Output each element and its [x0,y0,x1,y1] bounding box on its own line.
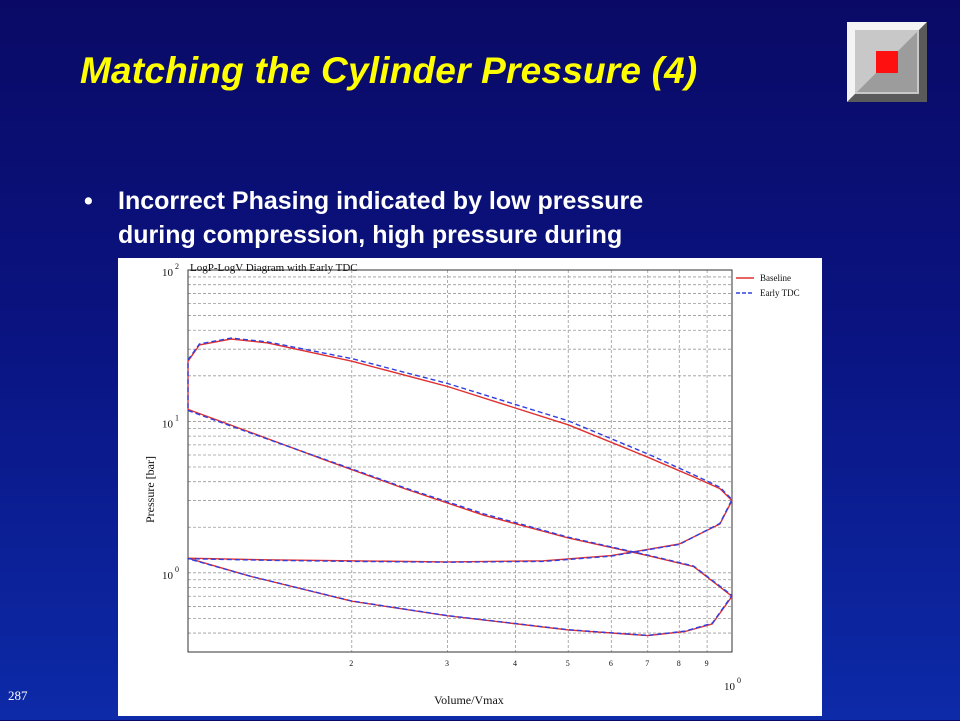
x-tick-label: 10 [724,681,736,693]
x-tick-label: 6 [609,659,613,668]
legend-label: Baseline [760,273,791,283]
bullet-line: during compression, high pressure during [118,221,623,249]
slide-title: Matching the Cylinder Pressure (4) [80,50,698,91]
x-axis-label: Volume/Vmax [434,693,504,707]
bullet-marker: • [84,187,93,215]
x-tick-labels: 2 3 4 5 6 7 8 9 100 [349,659,741,693]
x-tick-label: 7 [645,659,649,668]
x-tick-label: 3 [445,659,449,668]
x-tick-label: 5 [566,659,570,668]
chart-title: LogP-LogV Diagram with Early TDC [190,262,358,274]
x-tick-label: 9 [705,659,709,668]
bullet-line: Incorrect Phasing indicated by low press… [118,187,644,215]
red-square-logo-icon [847,22,927,102]
chart-series [187,337,733,637]
bullet-text: Incorrect Phasing indicated by low press… [118,184,808,252]
x-tick-label: 4 [513,659,517,668]
series-line-baseline [187,338,733,637]
slide-number: 287 [8,688,28,703]
y-tick-exponent: 2 [175,262,179,271]
y-tick-label: 10 [162,267,174,279]
logp-logv-chart: LogP-LogV Diagram with Early TDC Baselin… [118,258,822,716]
x-tick-label: 8 [677,659,681,668]
y-tick-exponent: 0 [175,565,179,574]
legend-label: Early TDC [760,288,800,298]
plot-frame [187,269,733,653]
y-tick-label: 10 [162,418,174,430]
y-tick-label: 10 [162,570,174,582]
y-tick-exponent: 1 [175,413,179,422]
series-line-early-tdc [187,337,733,637]
y-axis-label: Pressure [bar] [143,456,157,523]
x-tick-exponent: 0 [737,676,741,685]
chart-svg: LogP-LogV Diagram with Early TDC Baselin… [143,262,800,707]
chart-legend: Baseline Early TDC [736,273,800,298]
x-tick-label: 2 [349,659,353,668]
chart-grid [188,270,732,653]
